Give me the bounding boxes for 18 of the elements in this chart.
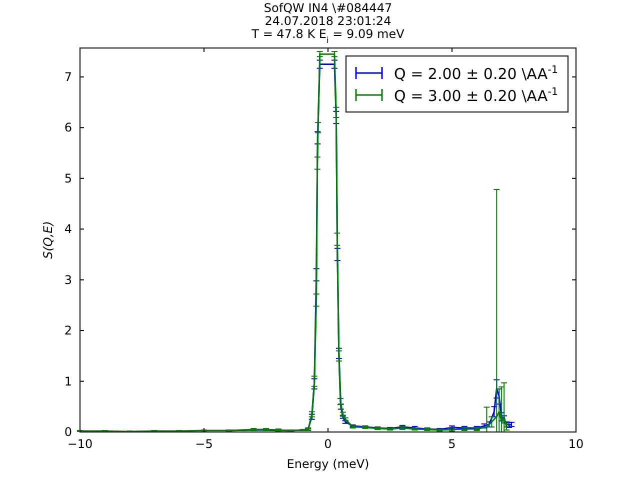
chart-title: SofQW IN4 \#084447 24.07.2018 23:01:24 T = 47.8 K E$_{i}$ = 9.09 meV: [250, 1, 406, 45]
y-tick-label: 6: [64, 120, 72, 135]
x-tick-label: 5: [448, 437, 456, 451]
y-tick-label: 7: [64, 70, 72, 84]
y-tick-label: 1: [64, 374, 72, 388]
y-tick-label: 3: [64, 272, 72, 287]
y-axis-title: S(Q,E): [41, 221, 55, 259]
x-tick-label: 10: [568, 437, 584, 451]
x-tick-label: −5: [195, 437, 213, 451]
legend-label: Q = 2.00 ± 0.20 \AA$^{-1}$: [394, 64, 558, 83]
y-tick-label: 0: [64, 425, 72, 439]
x-tick-label: 0: [324, 437, 332, 451]
x-tick-label: −10: [67, 437, 93, 451]
x-axis-title: Energy (meV): [286, 457, 370, 471]
y-tick-label: 5: [64, 171, 72, 186]
y-tick-label: 4: [64, 222, 72, 236]
legend-label: Q = 3.00 ± 0.20 \AA$^{-1}$: [394, 86, 558, 105]
y-tick-label: 2: [64, 324, 72, 338]
